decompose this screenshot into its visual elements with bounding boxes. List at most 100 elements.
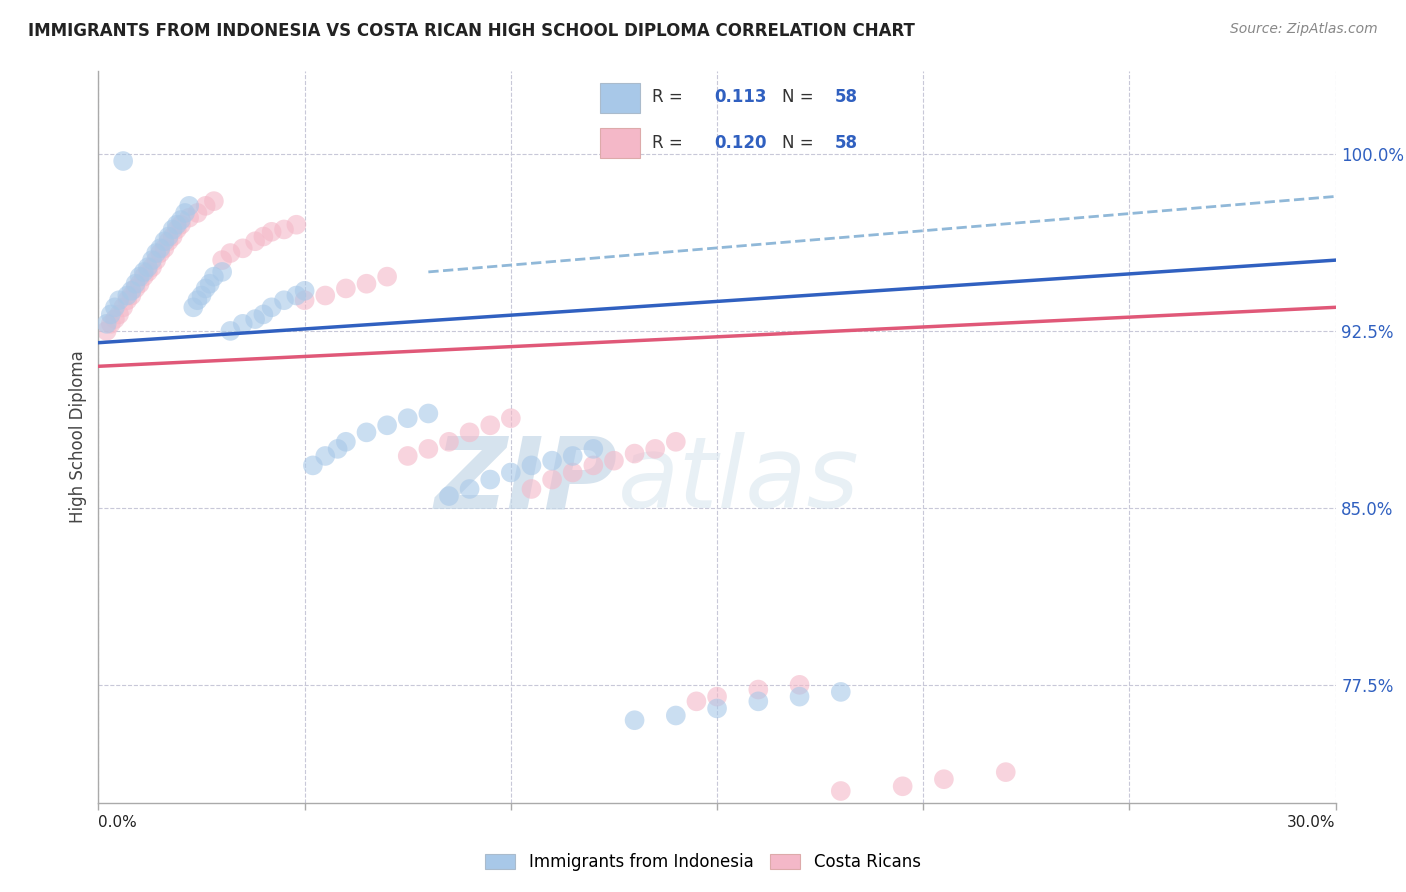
Point (157, 234, 180, 248)
Point (603, 453, 626, 467)
Text: Source: ZipAtlas.com: Source: ZipAtlas.com (1230, 22, 1378, 37)
Point (174, 206, 197, 220)
Point (136, 260, 159, 275)
Point (561, 466, 583, 480)
Point (194, 281, 217, 295)
Legend: Immigrants from Indonesia, Costa Ricans: Immigrants from Indonesia, Costa Ricans (477, 845, 929, 880)
Point (706, 690, 728, 704)
Point (396, 411, 419, 425)
Point (181, 301, 204, 315)
Point (326, 442, 349, 456)
Point (356, 425, 378, 440)
Point (437, 434, 460, 449)
Point (157, 229, 180, 244)
Point (141, 260, 163, 275)
Point (112, 154, 135, 169)
Point (136, 265, 159, 279)
Point (179, 199, 201, 213)
Point (243, 234, 266, 248)
Point (186, 293, 208, 308)
Point (273, 293, 295, 308)
Point (396, 449, 419, 463)
Point (418, 442, 440, 456)
Point (149, 241, 172, 255)
Bar (600, 83, 640, 112)
Point (520, 458, 543, 473)
Point (747, 694, 769, 708)
Point (132, 269, 155, 284)
Text: 58: 58 (835, 88, 858, 106)
Point (789, 690, 811, 704)
Point (644, 442, 666, 456)
Point (294, 284, 316, 298)
Point (356, 277, 378, 291)
Point (153, 241, 176, 255)
Point (202, 194, 225, 208)
Point (830, 685, 852, 699)
Point (685, 694, 707, 708)
Point (170, 213, 193, 227)
Text: IMMIGRANTS FROM INDONESIA VS COSTA RICAN HIGH SCHOOL DIPLOMA CORRELATION CHART: IMMIGRANTS FROM INDONESIA VS COSTA RICAN… (28, 22, 915, 40)
Point (418, 407, 440, 421)
Point (202, 269, 225, 284)
Point (747, 682, 769, 697)
Point (124, 277, 146, 291)
Point (541, 473, 564, 487)
Point (302, 458, 325, 473)
Point (166, 222, 188, 236)
Point (141, 253, 163, 268)
Point (149, 246, 172, 260)
Point (479, 418, 502, 433)
Text: ZIP: ZIP (434, 433, 619, 530)
Point (665, 708, 688, 723)
Text: R =: R = (652, 135, 689, 153)
Point (994, 765, 1017, 780)
Point (520, 482, 543, 496)
Point (96, 317, 118, 331)
Text: atlas: atlas (619, 433, 859, 530)
Point (211, 253, 233, 268)
Point (285, 288, 308, 302)
Point (706, 701, 728, 715)
Point (232, 241, 254, 255)
Point (789, 678, 811, 692)
Point (252, 229, 274, 244)
Point (623, 447, 645, 461)
Point (179, 211, 201, 225)
Point (211, 265, 233, 279)
Point (166, 218, 188, 232)
Point (830, 784, 852, 798)
Text: N =: N = (782, 88, 820, 106)
Point (120, 288, 142, 302)
Point (112, 301, 135, 315)
Point (561, 449, 583, 463)
Text: 0.113: 0.113 (714, 88, 766, 106)
Point (273, 222, 295, 236)
Point (128, 277, 150, 291)
Point (132, 265, 155, 279)
Point (891, 779, 914, 793)
Point (314, 288, 336, 302)
Point (479, 473, 502, 487)
Point (437, 489, 460, 503)
Text: 58: 58 (835, 135, 858, 153)
Text: 30.0%: 30.0% (1288, 814, 1336, 830)
Text: 0.120: 0.120 (714, 135, 766, 153)
Point (194, 199, 217, 213)
Point (117, 288, 139, 302)
Point (665, 434, 688, 449)
Y-axis label: High School Diploma: High School Diploma (69, 351, 87, 524)
Point (104, 312, 127, 326)
Point (285, 218, 308, 232)
Point (458, 482, 481, 496)
Point (499, 411, 522, 425)
Point (145, 246, 167, 260)
Point (145, 253, 167, 268)
Point (335, 434, 357, 449)
Point (260, 225, 283, 239)
Point (314, 449, 336, 463)
Point (243, 312, 266, 326)
Point (335, 281, 357, 295)
Point (124, 281, 146, 295)
Point (375, 418, 398, 433)
